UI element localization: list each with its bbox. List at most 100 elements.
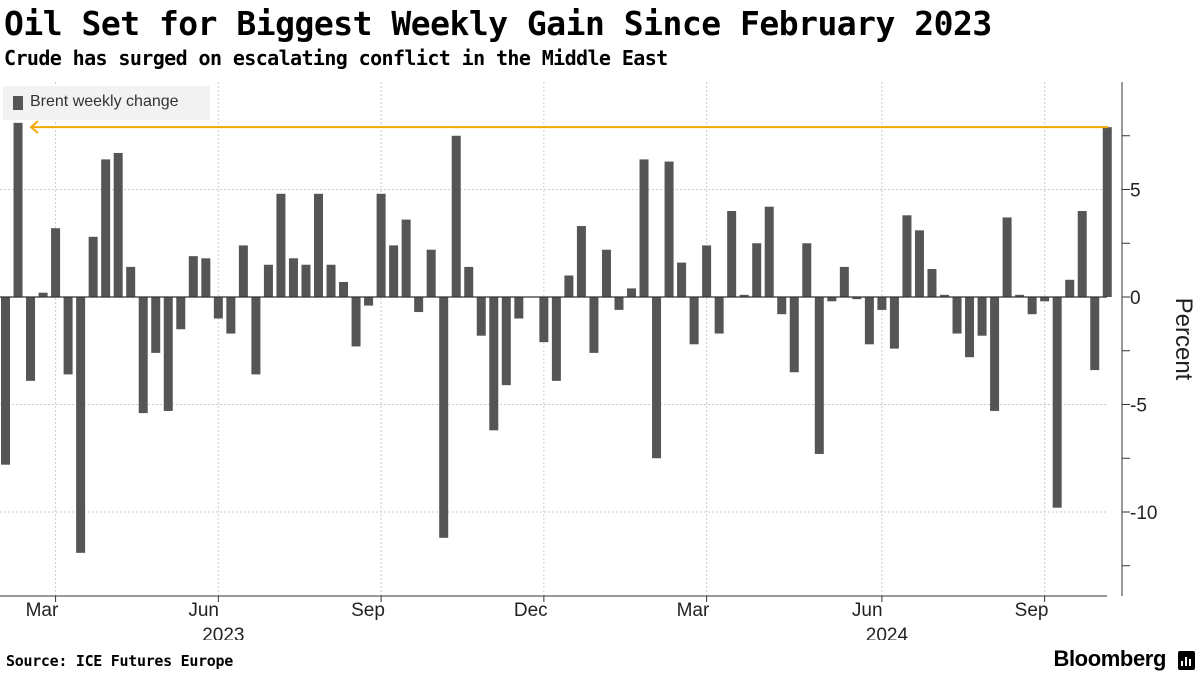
bar: [777, 297, 787, 315]
chart-plot: -10 -5 0 5 Mar Jun Sep Dec Mar Jun Sep 2023 2024 Per…: [0, 82, 1197, 640]
bar: [389, 245, 399, 297]
bar: [889, 297, 899, 349]
x-tick-label: Dec: [514, 600, 548, 621]
x-tick-label: Jun: [852, 600, 883, 621]
bar: [727, 211, 737, 297]
bar: [1052, 297, 1062, 508]
bar: [101, 159, 111, 297]
bar: [990, 297, 1000, 411]
bar: [514, 297, 524, 319]
bar: [551, 297, 561, 381]
bar: [677, 262, 687, 297]
bar: [276, 193, 286, 297]
bar: [601, 249, 611, 297]
y-tick-label: -10: [1130, 503, 1157, 524]
bar: [689, 297, 699, 345]
bar: [802, 243, 812, 297]
bar: [1002, 217, 1012, 297]
bar: [464, 266, 474, 297]
y-tick-label: 0: [1130, 288, 1141, 309]
bar: [902, 215, 912, 297]
bar: [226, 297, 236, 334]
bar: [176, 297, 186, 330]
x-year-label: 2023: [202, 625, 244, 640]
bar: [814, 297, 824, 454]
bar: [451, 135, 461, 297]
bar: [589, 297, 599, 353]
source-note: Source: ICE Futures Europe: [6, 652, 234, 670]
bar: [1077, 211, 1087, 297]
axis-layer: -10 -5 0 5 Mar Jun Sep Dec Mar Jun Sep 2023 2024: [0, 82, 1157, 640]
bar: [1027, 297, 1037, 315]
bar: [201, 258, 211, 297]
brand-logo: Bloomberg: [1053, 646, 1166, 671]
bar: [827, 297, 837, 302]
bar: [1090, 297, 1100, 371]
bar: [1015, 294, 1025, 297]
x-tick-label: Mar: [26, 600, 59, 621]
y-tick-label: -5: [1130, 396, 1147, 417]
y-tick-label: 5: [1130, 181, 1141, 202]
bar: [914, 230, 924, 297]
bar: [364, 297, 374, 306]
bar: [76, 297, 86, 553]
bar: [702, 245, 712, 297]
bar: [789, 297, 799, 373]
bar: [839, 266, 849, 297]
bar: [188, 256, 198, 297]
bar: [877, 297, 887, 310]
bar: [1040, 297, 1050, 302]
bar: [426, 249, 436, 297]
bar: [977, 297, 987, 336]
bar: [251, 297, 261, 375]
bar: [213, 297, 223, 319]
bar: [1, 297, 10, 465]
grid-layer: [0, 82, 1107, 596]
bar: [614, 297, 624, 310]
bar: [88, 236, 98, 297]
x-tick-label: Jun: [188, 600, 219, 621]
bar: [539, 297, 549, 343]
bar: [639, 159, 649, 297]
bar: [113, 152, 123, 297]
bar: [965, 297, 975, 358]
bar: [26, 297, 36, 381]
bar: [339, 281, 349, 297]
bar: [288, 258, 298, 297]
bar: [752, 243, 762, 297]
bar: [764, 206, 774, 297]
bar: [301, 264, 311, 297]
bar: [1102, 127, 1112, 298]
bar: [952, 297, 962, 334]
bar: [151, 297, 161, 353]
bar: [163, 297, 173, 411]
bar: [564, 275, 574, 297]
x-tick-label: Sep: [351, 600, 385, 621]
bar: [652, 297, 662, 459]
x-tick-label: Sep: [1015, 600, 1049, 621]
bar: [852, 297, 862, 300]
bar: [13, 122, 23, 297]
bars-layer: [1, 122, 1112, 553]
bar: [576, 226, 586, 297]
bar: [238, 245, 248, 297]
chart-subtitle: Crude has surged on escalating conflict …: [4, 46, 668, 70]
chart-title: Oil Set for Biggest Weekly Gain Since Fe…: [4, 4, 992, 43]
bar: [627, 288, 636, 297]
legend-swatch: [13, 96, 23, 110]
annotation-layer: [29, 120, 1109, 134]
bar: [664, 161, 674, 297]
bar: [314, 193, 323, 297]
bar: [940, 294, 949, 297]
bar: [476, 297, 486, 336]
bar: [927, 269, 937, 297]
bar: [401, 219, 411, 297]
bar: [38, 292, 48, 297]
bar: [739, 294, 749, 297]
bar: [489, 297, 499, 431]
legend: Brent weekly change: [3, 86, 210, 120]
bar: [126, 266, 136, 297]
x-tick-label: Mar: [677, 600, 710, 621]
bar: [864, 297, 874, 345]
bar: [326, 264, 336, 297]
